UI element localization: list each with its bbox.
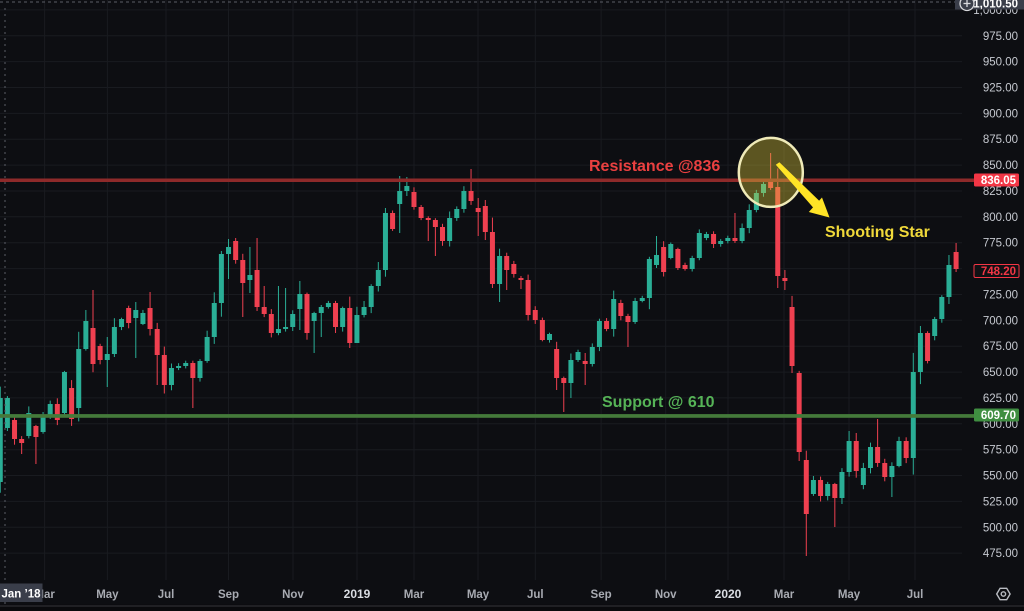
svg-text:525.00: 525.00	[983, 496, 1018, 508]
svg-text:Jul: Jul	[907, 589, 924, 601]
svg-text:475.00: 475.00	[983, 548, 1018, 560]
svg-text:875.00: 875.00	[983, 134, 1018, 146]
svg-text:500.00: 500.00	[983, 522, 1018, 534]
svg-text:900.00: 900.00	[983, 108, 1018, 120]
svg-text:Sep: Sep	[218, 589, 239, 601]
svg-text:Mar: Mar	[404, 589, 425, 601]
svg-text:748.20: 748.20	[981, 266, 1016, 278]
svg-text:Mar: Mar	[774, 589, 795, 601]
svg-text:625.00: 625.00	[983, 393, 1018, 405]
svg-text:Jan ’18: Jan ’18	[2, 589, 42, 601]
svg-text:2020: 2020	[715, 587, 742, 601]
svg-text:675.00: 675.00	[983, 341, 1018, 353]
svg-text:May: May	[467, 589, 490, 601]
svg-text:600.00: 600.00	[983, 419, 1018, 431]
svg-text:609.70: 609.70	[981, 410, 1016, 422]
svg-text:Nov: Nov	[655, 589, 677, 601]
svg-text:550.00: 550.00	[983, 471, 1018, 483]
svg-text:575.00: 575.00	[983, 445, 1018, 457]
svg-text:850.00: 850.00	[983, 160, 1018, 172]
svg-text:Sep: Sep	[591, 589, 612, 601]
svg-text:2019: 2019	[344, 587, 371, 601]
svg-text:Jul: Jul	[158, 589, 175, 601]
svg-text:775.00: 775.00	[983, 238, 1018, 250]
svg-text:725.00: 725.00	[983, 290, 1018, 302]
svg-text:May: May	[838, 589, 861, 601]
svg-text:975.00: 975.00	[983, 31, 1018, 43]
svg-text:650.00: 650.00	[983, 367, 1018, 379]
svg-text:Nov: Nov	[282, 589, 304, 601]
svg-text:925.00: 925.00	[983, 83, 1018, 95]
svg-text:825.00: 825.00	[983, 186, 1018, 198]
svg-text:1,010.50: 1,010.50	[973, 0, 1018, 11]
svg-text:700.00: 700.00	[983, 315, 1018, 327]
svg-text:May: May	[96, 589, 119, 601]
svg-text:800.00: 800.00	[983, 212, 1018, 224]
svg-text:Shooting Star: Shooting Star	[825, 224, 930, 241]
svg-text:Support @ 610: Support @ 610	[602, 394, 715, 411]
svg-text:836.05: 836.05	[981, 175, 1017, 187]
svg-text:Resistance @836: Resistance @836	[589, 158, 720, 175]
svg-text:Jul: Jul	[527, 589, 544, 601]
svg-text:950.00: 950.00	[983, 57, 1018, 69]
